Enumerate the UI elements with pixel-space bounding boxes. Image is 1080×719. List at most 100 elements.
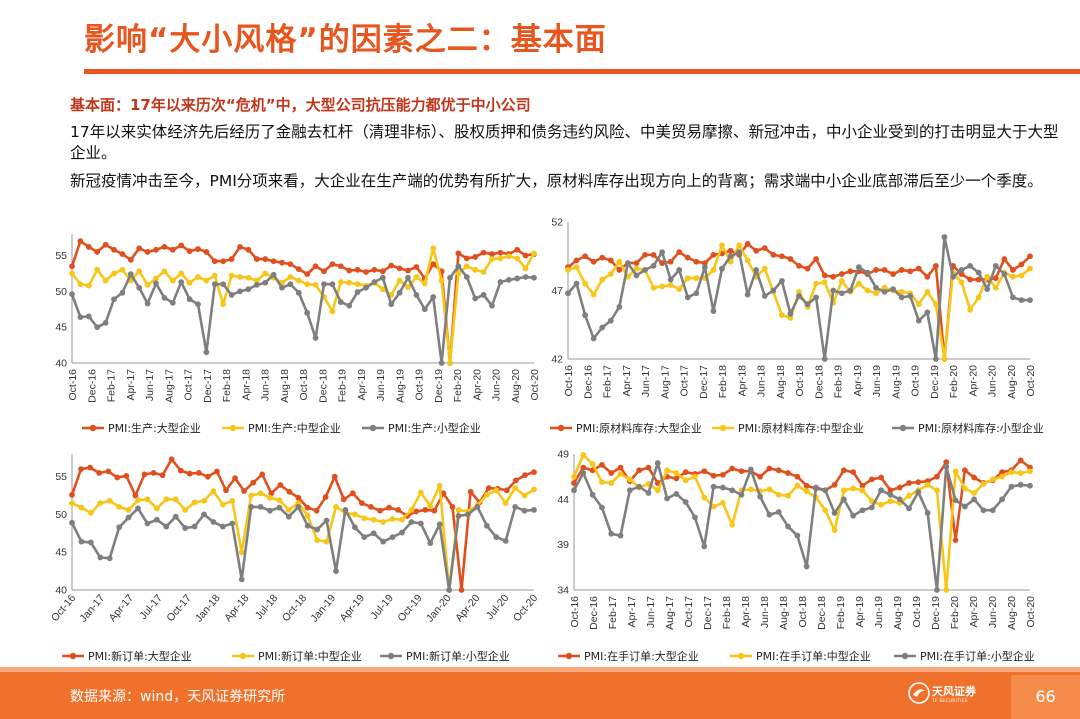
data-point [489, 302, 495, 309]
data-point [673, 490, 680, 497]
data-point [370, 530, 377, 537]
data-point [971, 490, 978, 496]
x-tick-label: Apr-20 [453, 592, 483, 624]
data-point [738, 491, 745, 498]
data-point [386, 504, 392, 511]
x-tick-label: Oct-17 [183, 369, 195, 401]
data-point [279, 259, 285, 266]
data-point [405, 274, 411, 281]
data-point [571, 480, 577, 486]
data-point [984, 273, 991, 280]
data-point [727, 247, 734, 254]
x-tick-label: Jun-18 [756, 365, 768, 397]
data-point [980, 507, 987, 514]
data-point [389, 534, 396, 541]
data-point [370, 516, 377, 523]
data-point [313, 507, 320, 514]
data-point [915, 489, 922, 495]
data-point [821, 279, 828, 286]
data-point [1017, 470, 1024, 476]
data-point [864, 287, 871, 294]
legend-label: PMI:在手订单:中型企业 [756, 649, 871, 663]
x-tick-label: Dec-16 [582, 365, 594, 399]
x-tick-label: Oct-20 [511, 592, 541, 624]
data-point [413, 508, 420, 515]
data-point [267, 507, 273, 514]
data-point [838, 271, 845, 277]
legend-swatch-marker [239, 652, 247, 660]
data-point [153, 280, 159, 287]
data-point [458, 587, 465, 593]
data-point [999, 469, 1005, 476]
data-point [237, 244, 243, 250]
data-point [617, 532, 624, 539]
data-point [333, 503, 339, 510]
data-point [684, 254, 691, 261]
data-point [975, 294, 982, 301]
data-point [238, 576, 245, 583]
data-point [1009, 273, 1016, 280]
x-tick-label: Jan-20 [424, 592, 454, 624]
data-point [480, 269, 487, 275]
chart-raw-material-inventory-pmi: 42 47 52 Oct-16 Dec-16 Feb-17 Apr-17 Jun-17 Aug-… [538, 217, 1044, 440]
legend-label: PMI:生产:大型企业 [108, 421, 201, 435]
data-point [186, 279, 193, 286]
data-point [617, 471, 624, 477]
data-point [436, 521, 443, 528]
data-point [796, 293, 802, 299]
legend-swatch-marker [901, 652, 909, 660]
data-point [1017, 481, 1024, 488]
data-point [693, 275, 700, 282]
data-point [633, 272, 640, 279]
data-point [116, 524, 123, 531]
data-point [512, 503, 519, 510]
data-point [250, 479, 257, 486]
data-point [667, 282, 674, 288]
data-point [455, 513, 462, 519]
data-point [396, 289, 403, 296]
data-point [590, 291, 597, 298]
data-point [701, 494, 708, 501]
x-tick-label: Jun-17 [144, 369, 156, 401]
x-tick-label: Apr-20 [968, 596, 980, 628]
data-point [182, 507, 189, 513]
legend-label: PMI:生产:小型企业 [388, 421, 481, 435]
data-point [531, 250, 537, 257]
data-point [952, 468, 959, 475]
data-point [396, 265, 403, 272]
data-point [975, 269, 982, 276]
data-point [847, 287, 854, 294]
data-point [859, 482, 866, 489]
data-point [747, 486, 754, 493]
data-point [97, 554, 104, 561]
data-point [522, 274, 529, 280]
data-point [361, 534, 368, 541]
x-tick-label: Jun-18 [260, 369, 272, 401]
data-point [396, 277, 403, 284]
data-point [203, 249, 210, 255]
data-point [642, 251, 648, 258]
data-point [838, 290, 845, 297]
data-point [943, 587, 950, 593]
data-point [616, 258, 623, 265]
data-point [803, 488, 810, 495]
data-point [633, 265, 640, 272]
data-point [438, 277, 445, 284]
data-point [616, 304, 623, 310]
data-point [830, 287, 837, 294]
data-point [719, 265, 725, 272]
data-point [590, 335, 597, 342]
data-point [153, 275, 159, 282]
data-point [191, 499, 198, 506]
data-point [144, 520, 151, 527]
data-point [522, 252, 529, 259]
data-point [659, 283, 666, 290]
data-point [285, 507, 292, 513]
x-tick-label: Oct-18 [797, 596, 809, 628]
x-tick-label: Aug-19 [394, 369, 406, 403]
data-point [573, 264, 580, 271]
x-tick-label: Aug-20 [1006, 596, 1018, 630]
data-point [676, 249, 683, 256]
data-point [580, 470, 587, 476]
data-point [399, 529, 405, 536]
